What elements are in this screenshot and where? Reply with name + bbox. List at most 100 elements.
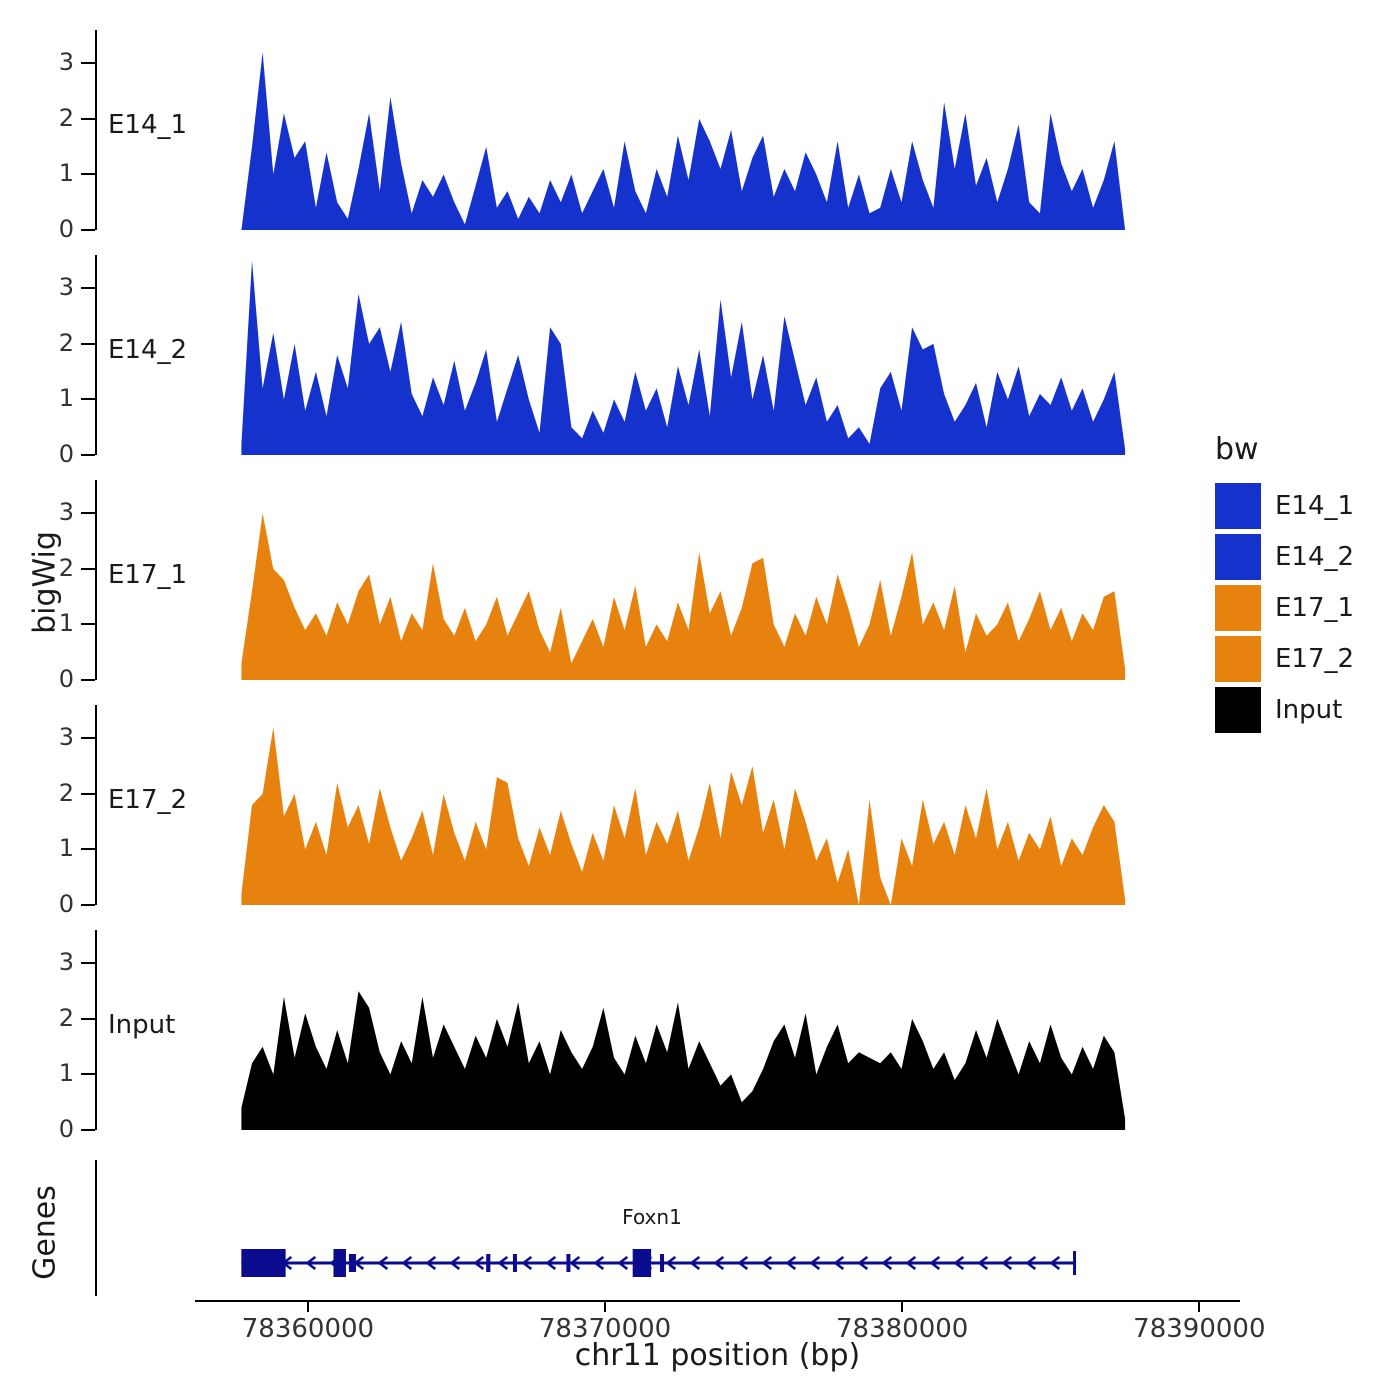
legend-entry: E17_1 [1215,585,1354,631]
gene-strand-arrow [617,1256,629,1270]
y-tick [81,398,95,401]
gene-strand-arrow [377,1256,389,1270]
y-tick [81,679,95,681]
gene-strand-arrow [569,1256,581,1270]
coverage-area [241,513,1126,680]
signal-area-svg [241,52,1126,231]
track-label: E17_1 [108,560,188,590]
gene-end-marker [1073,1251,1077,1275]
legend-entries: E14_1 E14_2 E17_1 E17_2 Input [1215,483,1354,733]
x-axis-line [195,1300,1240,1302]
y-tick-label: 1 [58,609,74,638]
gene-strand-arrow [857,1256,869,1270]
y-tick-label: 3 [58,498,74,527]
track-panel: 0 1 2 3 E14_1 [0,30,1400,243]
gene-name-label: Foxn1 [622,1205,682,1229]
y-tick [81,229,95,231]
y-tick-label: 3 [58,948,74,977]
gene-strand-arrow [977,1256,989,1270]
gene-strand-arrow [929,1256,941,1270]
legend-label: E14_2 [1275,542,1355,572]
signal-area-svg [241,727,1126,905]
track-label: Input [108,1010,176,1040]
coverage-area [241,991,1126,1130]
gene-strand-arrow [737,1256,749,1270]
gene-strand-arrow [545,1256,557,1270]
gene-strand-arrow [593,1256,605,1270]
y-tick-label: 0 [58,665,74,693]
y-tick-label: 3 [58,48,74,77]
genes-axis-line [95,1160,97,1296]
gene-model-svg [241,1249,1077,1277]
gene-exon [632,1249,652,1277]
gene-strand-arrow [521,1256,533,1270]
gene-strand-arrow [761,1256,773,1270]
y-tick [81,962,95,965]
y-tick [81,287,95,290]
legend-swatch [1215,585,1261,631]
y-axis-line [95,705,97,905]
legend-label: Input [1275,695,1343,725]
y-tick-label: 2 [58,553,74,582]
gene-strand-arrow [449,1256,461,1270]
track-label: E14_1 [108,110,188,140]
y-tick [81,1129,95,1131]
y-tick-label: 1 [58,834,74,863]
y-tick-label: 0 [58,1115,74,1143]
track-panel: 0 1 2 3 E14_2 [0,255,1400,468]
gene-exon [348,1254,357,1272]
x-tick-label: 78360000 [241,1314,375,1344]
legend-title: bw [1215,432,1259,467]
y-tick [81,512,95,515]
y-tick-label: 2 [58,328,74,357]
gene-strand-arrow [689,1256,701,1270]
x-tick-label: 78390000 [1133,1314,1266,1344]
y-tick [81,623,95,626]
legend-entry: E17_2 [1215,636,1354,682]
x-tick-label: 78370000 [538,1314,672,1344]
y-tick-label: 0 [58,890,74,918]
gene-strand-arrow [785,1256,797,1270]
legend-swatch [1215,483,1261,529]
legend-entry: E14_2 [1215,534,1354,580]
signal-area-svg [241,260,1126,455]
legend: bw E14_1 E14_2 E17_1 E17_2 Input [1215,432,1354,738]
legend-swatch [1215,636,1261,682]
y-tick [81,792,95,795]
gene-strand-arrow [905,1256,917,1270]
x-tick [901,1302,904,1312]
y-axis-line [95,480,97,680]
gene-exon [512,1254,517,1272]
legend-swatch [1215,534,1261,580]
x-tick-label: 78380000 [836,1314,969,1344]
y-tick-label: 0 [58,215,74,243]
y-tick-label: 2 [58,778,74,807]
y-tick [81,62,95,65]
gene-exon [241,1249,286,1277]
legend-label: E14_1 [1275,491,1355,521]
track-panel: 0 1 2 3 E17_2 [0,705,1400,918]
gene-exon [486,1254,491,1272]
signal-area-svg [241,991,1126,1130]
gene-strand-arrow [497,1256,509,1270]
y-axis-line [95,930,97,1130]
gene-strand-arrow [713,1256,725,1270]
gene-strand-arrow [665,1256,677,1270]
gene-strand-arrow [809,1256,821,1270]
y-tick-label: 3 [58,723,74,752]
y-axis-line [95,30,97,230]
gene-strand-arrow [1049,1256,1061,1270]
y-tick-label: 3 [58,273,74,302]
gene-exon [333,1249,346,1277]
y-tick [81,904,95,906]
gene-strand-arrow [881,1256,893,1270]
y-axis-line [95,255,97,455]
y-tick [81,117,95,120]
coverage-area [241,727,1126,905]
track-label: E14_2 [108,335,188,365]
signal-area-svg [241,513,1126,680]
coverage-area [241,52,1126,231]
y-tick [81,342,95,345]
y-tick-label: 0 [58,440,74,468]
track-panel: 0 1 2 3 E17_1 [0,480,1400,693]
